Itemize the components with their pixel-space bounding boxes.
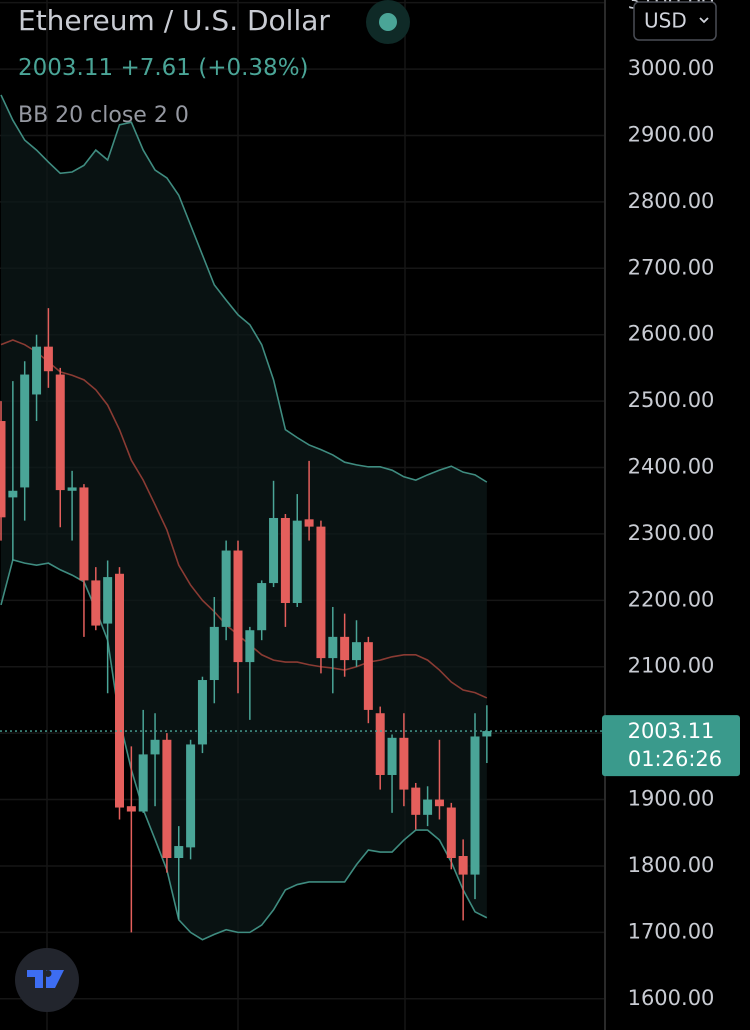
- candle-body: [423, 799, 433, 815]
- candle-body: [470, 736, 480, 875]
- y-tick-label: 2400.00: [628, 455, 715, 479]
- currency-chevron[interactable]: [699, 17, 709, 24]
- candle-body: [209, 626, 219, 681]
- y-tick-label: 3000.00: [628, 56, 715, 80]
- price-line-text: 2003.11 +7.61 (+0.38%): [18, 55, 309, 81]
- candle-body: [434, 799, 444, 807]
- candle-body: [352, 642, 361, 661]
- candle-body: [67, 487, 77, 491]
- candle-body: [399, 737, 409, 790]
- candle-body: [126, 806, 136, 812]
- y-tick-label: 2300.00: [628, 521, 715, 545]
- status-dot: [379, 13, 397, 31]
- logo[interactable]: [27, 970, 64, 988]
- bb-lower-line: [0, 558, 488, 941]
- candle-body: [245, 630, 255, 663]
- candle-body: [20, 374, 30, 488]
- y-tick-label: 2700.00: [628, 255, 715, 279]
- candle-body: [8, 490, 18, 498]
- bb-upper-line: [0, 94, 488, 483]
- candle-body: [197, 680, 207, 745]
- candle-body: [221, 550, 231, 627]
- candle-body: [446, 807, 456, 859]
- candle-body: [292, 520, 302, 603]
- y-tick-label: 2800.00: [628, 189, 715, 213]
- logo-dot: [44, 970, 52, 977]
- candle-body: [482, 731, 492, 737]
- y-tick-label: 2200.00: [628, 587, 715, 611]
- last-price-tag: [602, 715, 740, 777]
- candle-body: [363, 642, 373, 710]
- candle-body: [340, 636, 350, 661]
- y-tick-label: 1800.00: [628, 853, 715, 877]
- candle-body: [411, 787, 421, 815]
- y-tick-label: 2600.00: [628, 322, 715, 346]
- candle-body: [0, 421, 6, 518]
- candle-body: [257, 583, 267, 631]
- currency-button[interactable]: [633, 1, 717, 41]
- candle-body: [55, 374, 65, 491]
- candle-body: [162, 739, 172, 859]
- candle-body: [269, 517, 279, 584]
- last-price-label: 2003.11: [628, 719, 715, 743]
- header-price: 2003.11: [18, 55, 113, 81]
- y-tick-label: 1700.00: [628, 919, 715, 943]
- candle-body: [32, 346, 42, 395]
- bb-basis-line: [0, 339, 488, 699]
- candle-body: [375, 713, 385, 775]
- candle-body: [138, 754, 148, 812]
- currency-label[interactable]: USD: [644, 9, 687, 33]
- candle-body: [79, 487, 89, 581]
- candle-body: [304, 519, 314, 527]
- candle-body: [115, 573, 124, 808]
- countdown-label: 01:26:26: [628, 747, 722, 771]
- y-tick-label: 1900.00: [628, 787, 715, 811]
- y-tick-label: 2900.00: [628, 122, 715, 146]
- candle-body: [387, 737, 397, 775]
- candle-body: [91, 580, 101, 626]
- header-change: +7.61: [120, 55, 190, 81]
- candle-body: [316, 526, 326, 659]
- header-change-pct: (+0.38%): [198, 55, 308, 81]
- y-tick-label: 1600.00: [628, 986, 715, 1010]
- candle-body: [280, 517, 290, 603]
- plot-area: [0, 94, 605, 941]
- candle-body: [328, 636, 338, 659]
- symbol-title: Ethereum / U.S. Dollar: [18, 4, 330, 37]
- candle-body: [186, 744, 196, 848]
- candle-body: [458, 856, 468, 875]
- candle-body: [103, 577, 113, 624]
- y-tick-label: 2500.00: [628, 388, 715, 412]
- indicator-label: BB 20 close 2 0: [18, 103, 189, 128]
- y-tick-label: 2100.00: [628, 654, 715, 678]
- candle-body: [43, 346, 53, 372]
- candle-body: [233, 550, 243, 663]
- candle-body: [150, 739, 160, 755]
- candle-body: [174, 846, 184, 859]
